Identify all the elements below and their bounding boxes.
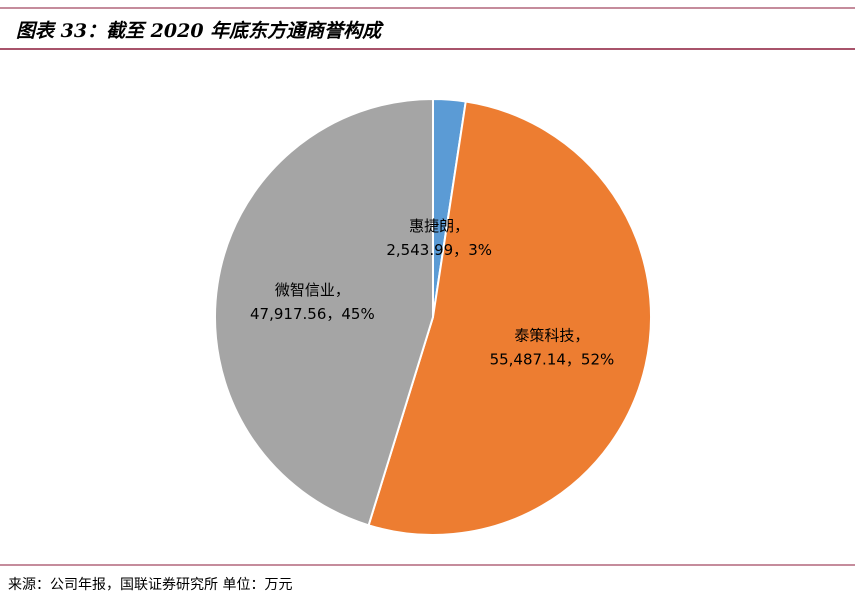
label-value: 2,543.99 xyxy=(386,241,453,259)
chart-title: 图表 33：截至 2020 年底东方通商誉构成 xyxy=(16,20,384,42)
source-note: 来源：公司年报，国联证券研究所 单位：万元 xyxy=(8,577,292,593)
label-percent: 3% xyxy=(468,241,492,259)
pie-slice xyxy=(367,100,652,536)
pie xyxy=(214,97,652,536)
label-category: 微智信业 xyxy=(275,281,335,299)
data-label: 惠捷朗， 2,543.99，3% xyxy=(386,217,492,259)
label-value: 55,487.14 xyxy=(490,350,566,368)
label-separator: ， xyxy=(453,241,468,259)
label-separator: ， xyxy=(326,305,341,323)
pie-slice xyxy=(214,97,434,527)
label-separator: ， xyxy=(566,350,581,368)
label-percent: 45% xyxy=(341,305,374,323)
label-percent: 52% xyxy=(581,350,614,368)
label-separator: ， xyxy=(335,281,350,299)
labels: 惠捷朗， 2,543.99，3%泰策科技， 55,487.14，52%微智信业， 47… xyxy=(250,217,614,368)
label-value: 47,917.56 xyxy=(250,305,326,323)
data-label: 泰策科技， 55,487.14，52% xyxy=(490,326,615,368)
data-label: 微智信业， 47,917.56，45% xyxy=(250,281,375,323)
label-separator: ， xyxy=(454,217,469,235)
label-category: 泰策科技 xyxy=(514,326,574,344)
label-separator: ， xyxy=(574,326,589,344)
label-category: 惠捷朗 xyxy=(409,217,454,235)
